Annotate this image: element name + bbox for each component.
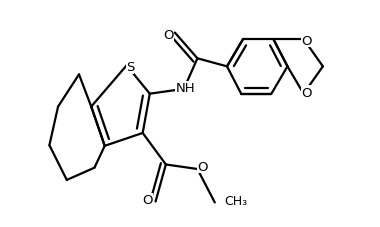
Text: NH: NH	[175, 82, 195, 95]
Text: S: S	[126, 61, 134, 74]
Text: O: O	[197, 160, 208, 173]
Text: O: O	[142, 194, 153, 207]
Text: CH₃: CH₃	[224, 195, 247, 207]
Text: O: O	[302, 86, 312, 99]
Text: O: O	[163, 29, 174, 42]
Text: O: O	[302, 35, 312, 48]
